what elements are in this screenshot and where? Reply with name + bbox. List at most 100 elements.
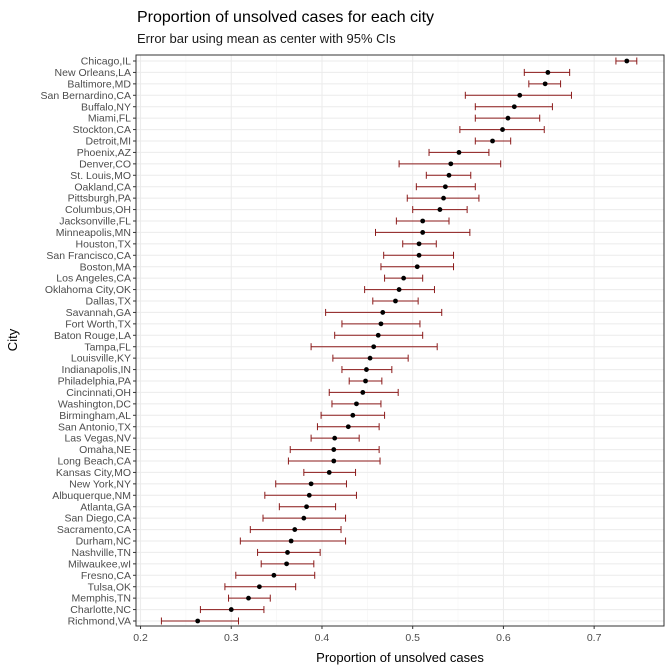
errorbar-group	[375, 228, 471, 236]
y-tick-label: Tulsa,OK	[88, 581, 131, 593]
y-tick-label: Stockton,CA	[73, 124, 131, 136]
y-tick-label: Kansas City,MO	[56, 467, 131, 479]
estimate-point	[331, 447, 337, 452]
estimate-point	[304, 504, 309, 510]
y-tick-label: Memphis,TN	[71, 593, 131, 605]
y-tick-label: Minneapolis,MN	[56, 227, 131, 239]
y-tick-label: Birmingham,AL	[59, 410, 131, 422]
errorbar-group	[395, 217, 450, 225]
estimate-point	[326, 470, 332, 475]
y-tick-label: Durham,NC	[76, 536, 132, 548]
panel-background	[136, 55, 664, 626]
y-tick-label: Omaha,NE	[79, 444, 131, 456]
x-tick-label: 0.7	[587, 632, 602, 644]
chart-title: Proportion of unsolved cases for each ci…	[137, 9, 434, 26]
estimate-point	[308, 481, 314, 487]
estimate-point	[490, 138, 495, 144]
errorbar-group	[459, 126, 545, 134]
y-tick-label: New Orleans,LA	[55, 67, 131, 79]
errorbar-group	[380, 263, 455, 271]
errorbar-group	[398, 160, 502, 168]
errorbar-group	[402, 240, 437, 248]
y-tick-label: Miami,FL	[88, 113, 131, 125]
y-tick-label: New York,NY	[69, 478, 131, 490]
estimate-point	[380, 310, 386, 315]
errorbar-group	[364, 286, 435, 294]
y-tick-label: Buffalo,NY	[81, 101, 131, 113]
estimate-point	[624, 58, 630, 64]
estimate-point	[446, 172, 452, 178]
errorbar-group	[331, 400, 382, 408]
estimate-point	[545, 70, 551, 75]
estimate-point	[437, 207, 443, 212]
y-tick-label: Albuquerque,NM	[52, 490, 131, 502]
y-tick-label: San Antonio,TX	[58, 421, 131, 433]
y-tick-label: Oklahoma City,OK	[45, 284, 131, 296]
x-axis: 0.2 0.3 0.4 0.5 0.6 0.7	[133, 626, 602, 644]
y-tick-label: Long Beach,CA	[57, 456, 131, 468]
errorbar-group	[372, 297, 419, 305]
y-tick-label: San Bernardino,CA	[41, 90, 131, 102]
data-marks	[160, 57, 638, 625]
y-tick-label: Washington,DC	[58, 398, 132, 410]
y-tick-label: Columbus,OH	[65, 204, 131, 216]
y-tick-label: Louisville,KY	[71, 353, 131, 365]
y-tick-label: Jacksonville,FL	[59, 216, 131, 228]
grid-lines	[136, 55, 664, 626]
errorbar-group	[528, 80, 562, 88]
estimate-point	[360, 390, 366, 395]
y-tick-label: Baton Rouge,LA	[54, 330, 131, 342]
errorbar-group	[425, 171, 472, 179]
estimate-point	[517, 92, 523, 98]
y-tick-label: Pittsburgh,PA	[68, 193, 131, 205]
estimate-point	[420, 230, 426, 235]
y-tick-label: Richmond,VA	[68, 616, 131, 628]
estimate-point	[371, 344, 377, 350]
estimate-point	[505, 115, 511, 121]
estimate-point	[441, 195, 446, 201]
plot-panel	[135, 54, 665, 627]
estimate-point	[331, 458, 337, 464]
estimate-point	[442, 184, 448, 190]
estimate-point	[448, 161, 454, 167]
errorbar-group	[383, 251, 455, 259]
estimate-point	[500, 127, 505, 132]
y-axis-title: City	[5, 328, 20, 351]
estimate-point	[271, 572, 277, 578]
errorbar-group	[328, 388, 399, 396]
errorbar-group	[615, 57, 638, 65]
estimate-point	[288, 538, 294, 544]
y-tick-label: Boston,MA	[80, 261, 131, 273]
y-tick-label: Fort Worth,TX	[65, 318, 131, 330]
errorbar-group	[310, 343, 438, 351]
y-tick-label: Houston,TX	[76, 238, 131, 250]
errorbar-group	[264, 491, 357, 499]
estimate-point	[345, 424, 351, 430]
x-tick-label: 0.2	[133, 632, 148, 644]
errorbar-group	[428, 148, 490, 156]
y-tick-label: Los Angeles,CA	[56, 273, 131, 285]
estimate-point	[285, 550, 290, 555]
estimate-point	[195, 618, 201, 624]
errorbar-group	[228, 594, 271, 602]
y-tick-label: Nashville,TN	[71, 547, 131, 559]
errorbar-group	[464, 91, 572, 99]
y-tick-label: Atlanta,GA	[80, 501, 131, 513]
panel-border	[135, 54, 665, 627]
errorbar-group	[474, 137, 512, 145]
errorbar-group	[278, 503, 337, 511]
estimate-point	[354, 401, 359, 407]
y-tick-label: Phoenix,AZ	[77, 147, 132, 159]
estimate-point	[292, 527, 298, 532]
errorbar-group	[523, 68, 571, 76]
errorbar-group	[289, 446, 380, 454]
errorbar-group	[341, 366, 393, 374]
y-tick-label: Philadelphia,PA	[58, 376, 131, 388]
errorbar-group	[415, 183, 476, 191]
estimate-point	[301, 515, 307, 521]
estimate-point	[228, 607, 234, 612]
estimate-point	[420, 218, 426, 224]
errorbar-group	[334, 331, 424, 339]
y-tick-label: San Diego,CA	[64, 513, 131, 525]
